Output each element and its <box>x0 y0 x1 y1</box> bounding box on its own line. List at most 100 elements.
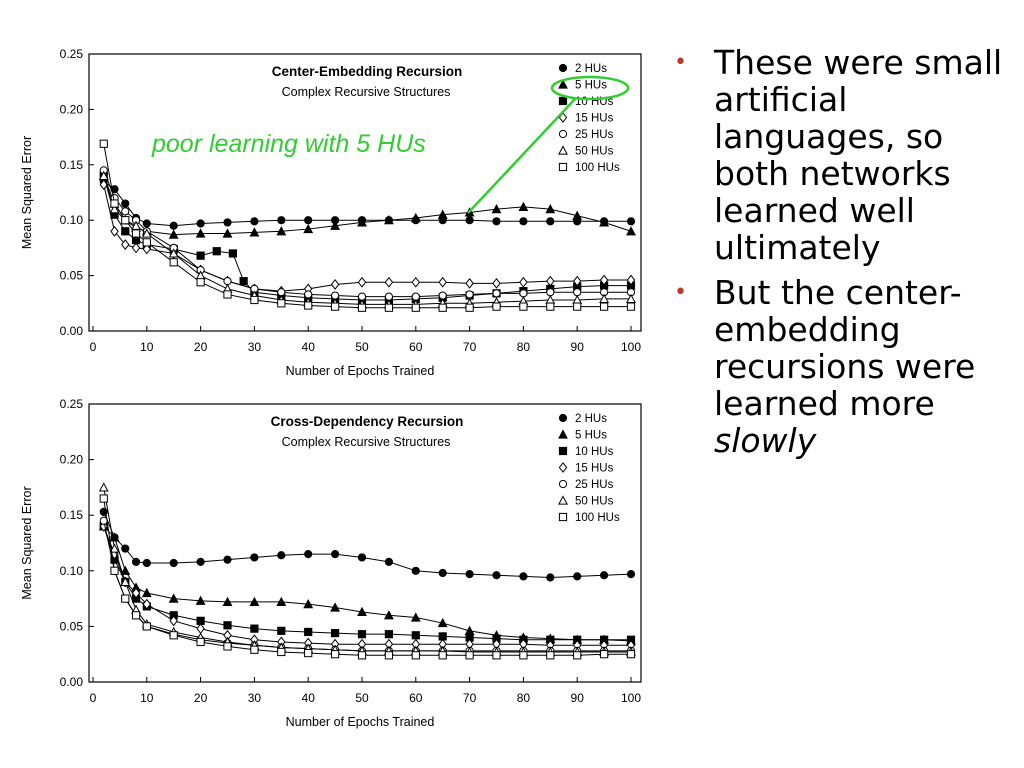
data-point <box>411 631 420 640</box>
data-point <box>491 203 502 214</box>
data-point <box>519 572 528 581</box>
x-tick-label: 20 <box>194 691 208 705</box>
legend-marker <box>558 479 568 489</box>
data-point <box>249 596 260 607</box>
data-point <box>223 555 232 564</box>
data-point <box>411 303 420 312</box>
data-point <box>277 626 286 635</box>
data-point <box>331 628 340 638</box>
x-tick-label: 50 <box>355 340 369 354</box>
data-point <box>121 207 130 216</box>
data-point <box>492 217 501 226</box>
bullet-list: • These were small artificial languages,… <box>672 44 1012 467</box>
data-point <box>573 572 582 581</box>
data-point <box>121 199 130 208</box>
y-axis-label: Mean Squared Error <box>20 486 34 599</box>
legend-marker <box>558 79 568 89</box>
bullet-text: These were small artificial languages, s… <box>714 43 1003 267</box>
legend-marker <box>558 96 568 106</box>
legend-label: 50 HUs <box>575 496 614 508</box>
data-point <box>546 573 555 582</box>
x-tick-label: 60 <box>409 340 423 354</box>
chart-subtitle: Complex Recursive Structures <box>282 85 451 99</box>
data-point <box>626 293 636 303</box>
data-point <box>98 482 109 492</box>
data-point <box>250 624 259 633</box>
data-point <box>384 651 393 660</box>
data-point <box>304 648 313 658</box>
data-point <box>303 223 314 234</box>
data-point <box>110 199 119 208</box>
data-point <box>518 201 529 212</box>
data-point <box>465 277 474 289</box>
legend-marker <box>558 495 568 505</box>
data-point <box>545 203 556 214</box>
data-point <box>222 228 233 238</box>
series-line <box>103 487 631 653</box>
x-axis-label: Number of Epochs Trained <box>286 364 435 378</box>
data-point <box>223 277 232 286</box>
x-tick-label: 40 <box>302 691 316 705</box>
data-point <box>599 293 610 303</box>
data-point <box>141 587 152 598</box>
data-point <box>195 228 206 238</box>
data-point <box>168 593 179 603</box>
data-point <box>223 218 232 227</box>
data-point <box>572 210 583 220</box>
x-tick-label: 10 <box>140 340 154 354</box>
data-point <box>492 651 501 660</box>
data-point <box>304 290 313 299</box>
data-point <box>519 651 528 660</box>
bullet-dot-icon: • <box>674 50 687 75</box>
data-point <box>131 242 141 254</box>
data-point <box>331 291 340 300</box>
data-point <box>492 277 501 289</box>
x-tick-label: 70 <box>463 340 477 354</box>
y-tick-label: 0.15 <box>60 158 84 172</box>
data-point <box>546 651 555 660</box>
data-point <box>626 217 636 226</box>
data-point <box>131 557 141 567</box>
legend-label: 100 HUs <box>575 512 620 524</box>
data-point <box>121 216 130 225</box>
data-point <box>384 303 393 312</box>
bullet-item-1: • These were small artificial languages,… <box>672 44 1012 266</box>
y-tick-label: 0.00 <box>60 324 84 338</box>
chart-panel-2 <box>88 403 642 683</box>
legend-label: 15 HUs <box>575 113 614 125</box>
chart-panel-1 <box>88 53 642 332</box>
data-point <box>277 288 286 297</box>
data-point <box>196 251 205 260</box>
y-tick-label: 0.25 <box>60 397 84 411</box>
data-point <box>411 566 420 575</box>
data-point <box>384 292 393 301</box>
plot-frame <box>88 403 642 683</box>
data-point <box>357 303 367 312</box>
legend-marker <box>558 413 568 423</box>
data-point <box>357 630 367 639</box>
data-point <box>437 617 448 628</box>
data-point <box>626 302 636 311</box>
data-point <box>141 228 152 238</box>
data-point <box>411 292 420 301</box>
x-tick-label: 0 <box>90 691 97 705</box>
data-point <box>276 226 287 236</box>
data-point <box>546 217 555 226</box>
legend-marker <box>558 446 568 456</box>
bullet-emphasis: slowly <box>714 421 817 460</box>
x-tick-label: 50 <box>355 691 369 705</box>
x-axis-label: Number of Epochs Trained <box>286 715 435 729</box>
data-point <box>277 647 286 657</box>
legend-label: 50 HUs <box>575 146 614 158</box>
data-point <box>626 570 636 579</box>
legend-label: 15 HUs <box>575 463 614 475</box>
data-point <box>169 221 178 230</box>
data-point <box>276 596 287 607</box>
data-point <box>169 631 178 640</box>
data-point <box>142 238 151 247</box>
data-point <box>196 557 205 567</box>
data-point <box>110 225 119 237</box>
data-point <box>410 612 421 622</box>
data-point <box>438 276 447 288</box>
